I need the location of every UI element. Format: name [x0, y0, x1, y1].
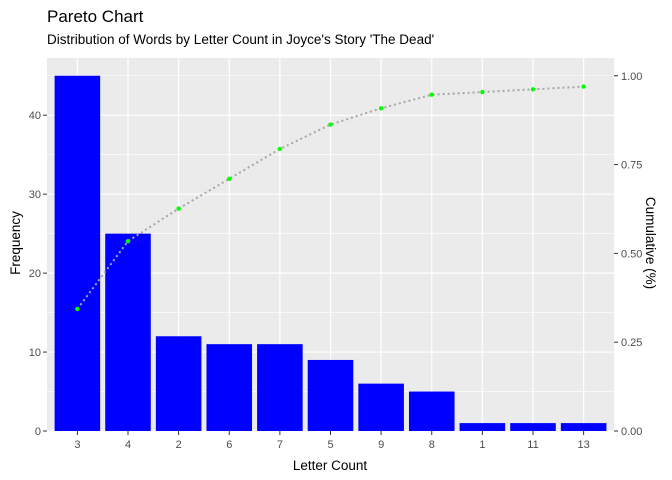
- cumulative-points: [75, 84, 586, 312]
- x-tick-label: 13: [578, 439, 590, 451]
- bar-9: [358, 383, 404, 431]
- cumulative-point-5: [328, 122, 333, 127]
- bar-2: [155, 336, 202, 431]
- bar-11: [510, 423, 556, 431]
- bar-1: [459, 423, 506, 431]
- cumulative-point-2: [176, 206, 181, 211]
- y-axis-right: 0.00 0.25 0.50 0.75 1.00: [614, 71, 642, 438]
- x-axis: 3 4 2 6 7 5 9 8 1 11 13: [74, 431, 590, 451]
- y-tick-label: 0: [35, 426, 41, 438]
- cumulative-point-4: [125, 238, 131, 244]
- bar-8: [408, 391, 455, 431]
- y-tick-label: 10: [29, 347, 41, 359]
- y2-tick-label: 1.00: [621, 71, 642, 83]
- cumulative-point-9: [378, 106, 384, 111]
- x-tick-label: 7: [277, 439, 283, 451]
- chart-subtitle: Distribution of Words by Letter Count in…: [47, 32, 434, 47]
- x-tick-label: 6: [226, 439, 232, 451]
- chart-title: Pareto Chart: [47, 7, 144, 26]
- y-axis-left: 0 10 20 30 40: [29, 110, 47, 438]
- cumulative-point-3: [75, 306, 80, 312]
- y2-tick-label: 0.00: [621, 426, 642, 438]
- bars: [54, 75, 607, 431]
- y2-tick-label: 0.50: [621, 248, 642, 260]
- y-axis-title: Frequency: [8, 211, 23, 275]
- bar-6: [206, 344, 253, 431]
- x-tick-label: 3: [74, 439, 80, 451]
- bar-3: [54, 75, 101, 431]
- x-tick-label: 11: [527, 439, 538, 451]
- y2-tick-label: 0.75: [621, 160, 642, 172]
- cumulative-point-7: [277, 146, 283, 152]
- y-tick-label: 30: [29, 189, 41, 201]
- bar-7: [257, 344, 303, 431]
- x-tick-label: 1: [479, 439, 485, 451]
- cumulative-point-1: [480, 89, 485, 95]
- x-tick-label: 5: [327, 439, 333, 451]
- y-tick-label: 20: [29, 268, 41, 280]
- cumulative-point-13: [581, 84, 586, 89]
- y-tick-label: 40: [29, 110, 41, 122]
- y2-tick-label: 0.25: [621, 337, 642, 349]
- cumulative-point-11: [530, 87, 536, 92]
- x-tick-label: 2: [176, 439, 182, 451]
- x-tick-label: 4: [125, 439, 131, 451]
- x-tick-label: 8: [429, 439, 435, 451]
- cumulative-point-8: [429, 92, 434, 97]
- x-tick-label: 9: [378, 439, 384, 451]
- cumulative-point-6: [227, 176, 232, 182]
- x-axis-title: Letter Count: [293, 458, 368, 473]
- bar-5: [307, 359, 354, 431]
- cumulative-line: [76, 85, 584, 310]
- bar-13: [560, 423, 607, 431]
- y2-axis-title: Cumulative (%): [643, 197, 658, 289]
- bar-4: [105, 233, 151, 431]
